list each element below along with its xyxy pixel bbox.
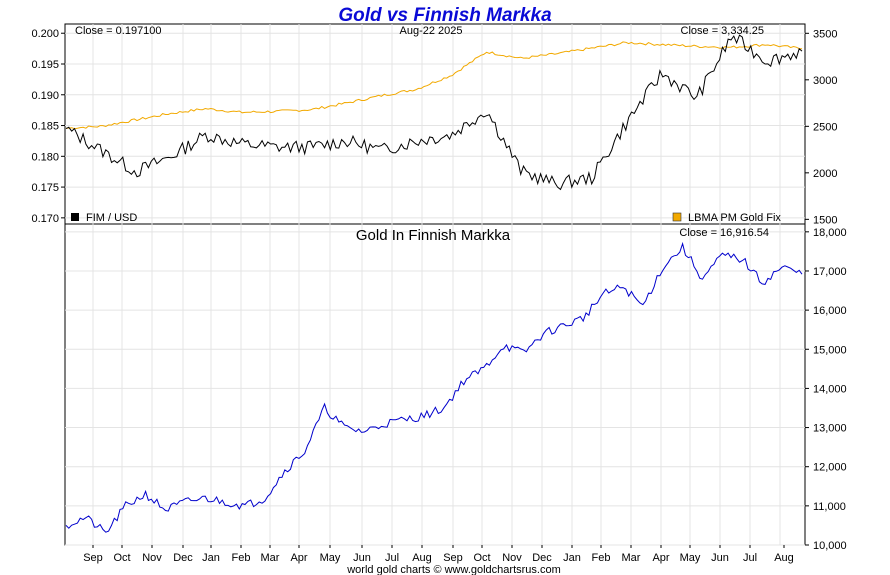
top-right-tick-label: 2000: [813, 168, 837, 180]
top-right-tick-label: 1500: [813, 214, 837, 226]
bottom-right-tick-label: 17,000: [813, 266, 847, 278]
top-left-tick-label: 0.170: [31, 213, 59, 225]
top-right-tick-label: 3500: [813, 28, 837, 40]
x-tick-label-19: Apr: [652, 552, 669, 564]
top-left-tick-label: 0.200: [31, 28, 59, 40]
x-tick-label-20: May: [680, 552, 701, 564]
series-line-fim-usd: [65, 34, 803, 191]
bottom-close-annotation: Close = 16,916.54: [679, 227, 769, 239]
x-tick-label-13: Oct: [473, 552, 490, 564]
grid-layer: [65, 24, 805, 546]
date-annotation: Aug-22 2025: [400, 25, 463, 37]
fim-close-annotation: Close = 0.197100: [75, 25, 162, 37]
series-line-gold-usd: [65, 41, 803, 130]
series-line-gold-fim: [65, 241, 803, 533]
x-tick-label-4: Jan: [202, 552, 220, 564]
bottom-right-tick-label: 18,000: [813, 227, 847, 239]
legend-label-fim: FIM / USD: [86, 212, 137, 224]
top-left-tick-label: 0.185: [31, 121, 59, 133]
top-left-tick-label: 0.175: [31, 182, 59, 194]
bottom-right-tick-label: 11,000: [813, 501, 846, 513]
x-tick-label-0: Sep: [83, 552, 103, 564]
legend-label-gold: LBMA PM Gold Fix: [688, 212, 781, 224]
x-tick-label-10: Jul: [385, 552, 399, 564]
x-tick-label-2: Nov: [142, 552, 162, 564]
bottom-right-tick-label: 14,000: [813, 383, 847, 395]
x-tick-label-21: Jun: [711, 552, 729, 564]
bottom-right-tick-label: 13,000: [813, 423, 847, 435]
legend-swatch-fim: [71, 213, 79, 221]
x-tick-label-5: Feb: [232, 552, 251, 564]
x-tick-label-8: May: [320, 552, 341, 564]
x-tick-label-16: Jan: [563, 552, 581, 564]
x-tick-label-6: Mar: [261, 552, 280, 564]
x-tick-label-7: Apr: [290, 552, 307, 564]
gold-close-annotation: Close = 3,334.25: [681, 25, 764, 37]
bottom-right-tick-label: 15,000: [813, 344, 847, 356]
bottom-panel-title: Gold In Finnish Markka: [356, 227, 511, 244]
bottom-right-tick-label: 10,000: [813, 540, 847, 552]
x-tick-label-18: Mar: [622, 552, 641, 564]
x-tick-label-9: Jun: [353, 552, 371, 564]
footer-credit: world gold charts © www.goldchartsrus.co…: [346, 564, 561, 575]
x-tick-label-23: Aug: [774, 552, 794, 564]
bottom-right-tick-label: 16,000: [813, 305, 847, 317]
bottom-right-tick-label: 12,000: [813, 462, 847, 474]
legend-swatch-gold: [672, 212, 682, 222]
axis-layer: 0.200 0.195 0.190 0.185 0.180 0.175 0.170 3500 3…: [31, 28, 846, 564]
x-tick-label-15: Dec: [532, 552, 552, 564]
series-layer: [65, 34, 803, 533]
x-tick-label-14: Nov: [502, 552, 522, 564]
top-left-tick-label: 0.195: [31, 59, 59, 71]
top-right-tick-label: 2500: [813, 121, 837, 133]
chart-title: Gold vs Finnish Markka: [338, 5, 552, 26]
top-right-tick-label: 3000: [813, 75, 837, 87]
top-left-tick-label: 0.190: [31, 90, 59, 102]
x-tick-label-3: Dec: [173, 552, 193, 564]
top-panel-frame: [64, 23, 806, 225]
x-tick-label-17: Feb: [592, 552, 611, 564]
x-tick-label-22: Jul: [743, 552, 757, 564]
x-tick-label-1: Oct: [113, 552, 130, 564]
x-tick-label-12: Sep: [443, 552, 463, 564]
bottom-panel-frame: [64, 223, 806, 546]
x-tick-label-11: Aug: [412, 552, 432, 564]
top-left-tick-label: 0.180: [31, 151, 59, 163]
